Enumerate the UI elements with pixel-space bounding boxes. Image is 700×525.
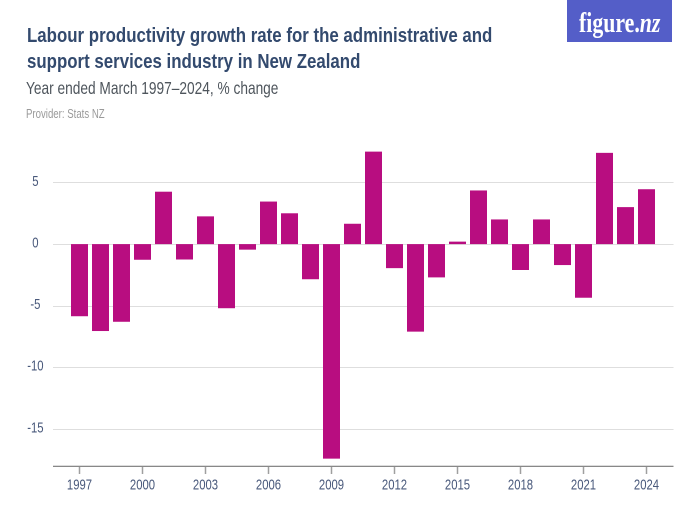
svg-text:1997: 1997	[67, 476, 92, 493]
svg-text:2009: 2009	[319, 476, 344, 493]
svg-text:2024: 2024	[634, 476, 659, 493]
svg-text:2012: 2012	[382, 476, 407, 493]
svg-text:2021: 2021	[571, 476, 596, 493]
svg-text:-15: -15	[27, 419, 43, 436]
svg-text:2000: 2000	[130, 476, 155, 493]
svg-text:2018: 2018	[508, 476, 533, 493]
svg-text:5: 5	[32, 172, 38, 189]
svg-text:-10: -10	[27, 357, 43, 374]
svg-text:0: 0	[32, 234, 38, 251]
svg-text:2006: 2006	[256, 476, 281, 493]
svg-text:2003: 2003	[193, 476, 218, 493]
svg-text:-5: -5	[30, 296, 40, 313]
svg-text:2015: 2015	[445, 476, 470, 493]
